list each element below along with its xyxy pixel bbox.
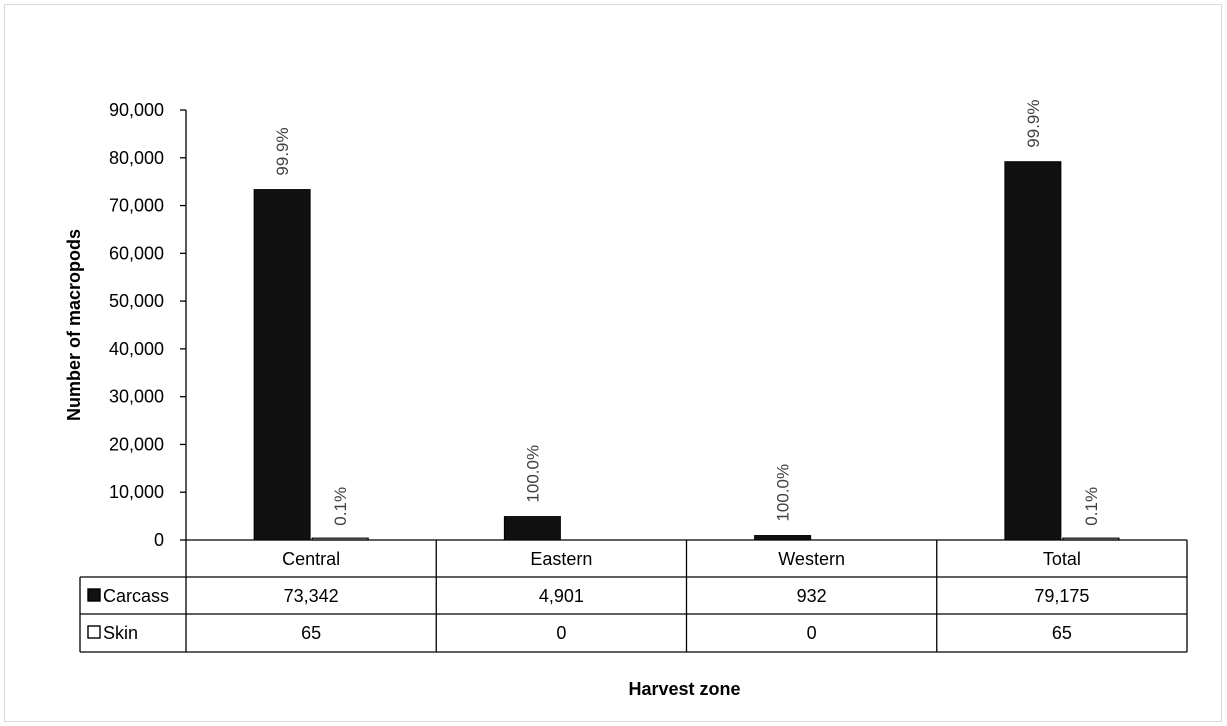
category-label: Eastern — [530, 549, 592, 569]
carcass-percent-label: 100.0% — [774, 464, 793, 522]
skin-percent-label: 0.1% — [1082, 487, 1101, 526]
y-tick-label: 20,000 — [109, 434, 164, 454]
y-tick-label: 70,000 — [109, 196, 164, 216]
legend-key-skin — [87, 625, 101, 639]
table-value: 65 — [1052, 623, 1072, 643]
legend-label: Skin — [103, 623, 138, 643]
carcass-percent-label: 99.9% — [1024, 100, 1043, 148]
table-value: 4,901 — [539, 586, 584, 606]
y-tick-label: 90,000 — [109, 100, 164, 120]
y-tick-label: 0 — [154, 530, 164, 550]
y-tick-label: 10,000 — [109, 482, 164, 502]
table-value: 932 — [797, 586, 827, 606]
table-value: 65 — [301, 623, 321, 643]
y-axis-title: Number of macropods — [64, 229, 84, 421]
table-value: 73,342 — [284, 586, 339, 606]
x-axis-title: Harvest zone — [628, 679, 740, 699]
carcass-bar — [253, 189, 311, 541]
y-tick-label: 50,000 — [109, 291, 164, 311]
carcass-bar — [1004, 161, 1062, 541]
category-label: Central — [282, 549, 340, 569]
table-value: 0 — [556, 623, 566, 643]
carcass-bar — [754, 535, 812, 541]
category-label: Western — [778, 549, 845, 569]
legend-label: Carcass — [103, 586, 169, 606]
carcass-percent-label: 100.0% — [523, 445, 542, 503]
skin-percent-label: 0.1% — [331, 487, 350, 526]
y-tick-label: 30,000 — [109, 387, 164, 407]
y-tick-label: 80,000 — [109, 148, 164, 168]
category-label: Total — [1043, 549, 1081, 569]
carcass-percent-label: 99.9% — [273, 127, 292, 175]
carcass-bar — [503, 516, 561, 541]
legend-key-carcass — [87, 588, 101, 602]
table-value: 0 — [807, 623, 817, 643]
y-tick-label: 40,000 — [109, 339, 164, 359]
y-tick-label: 60,000 — [109, 243, 164, 263]
table-value: 79,175 — [1034, 586, 1089, 606]
